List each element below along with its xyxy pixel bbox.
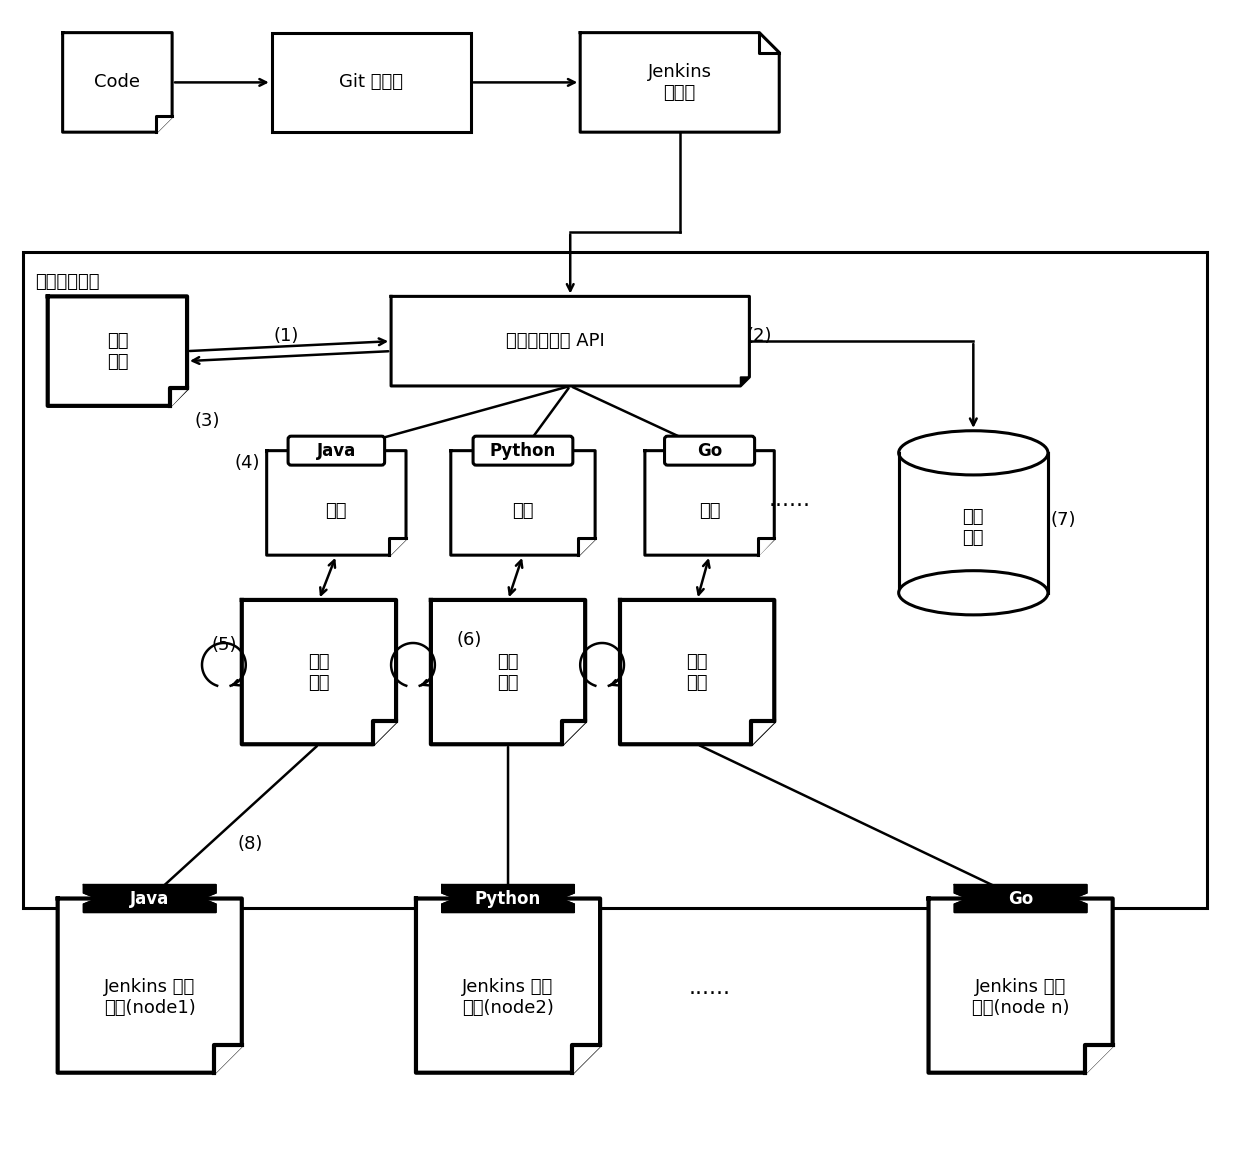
Text: (4): (4) <box>234 454 259 472</box>
Polygon shape <box>391 296 749 386</box>
Text: Python: Python <box>475 889 541 908</box>
Polygon shape <box>645 450 774 555</box>
Polygon shape <box>620 600 774 744</box>
Text: 任务: 任务 <box>699 502 720 520</box>
Text: (3): (3) <box>195 412 219 429</box>
Text: (8): (8) <box>237 835 263 853</box>
Polygon shape <box>451 450 595 555</box>
Text: Python: Python <box>490 442 556 460</box>
Polygon shape <box>170 388 187 406</box>
Text: (7): (7) <box>1050 512 1075 529</box>
Polygon shape <box>740 377 749 386</box>
Text: Java: Java <box>130 889 170 908</box>
Bar <box>272 33 471 132</box>
Polygon shape <box>373 721 396 744</box>
FancyBboxPatch shape <box>474 436 573 466</box>
Polygon shape <box>242 600 396 744</box>
Text: Jenkins 工作
节点(node n): Jenkins 工作 节点(node n) <box>972 978 1069 1017</box>
Text: 工作
节点: 工作 节点 <box>497 653 518 691</box>
Polygon shape <box>389 539 405 555</box>
Text: (6): (6) <box>456 630 481 649</box>
Polygon shape <box>578 539 595 555</box>
Text: Go: Go <box>697 442 722 460</box>
Text: 工作
节点: 工作 节点 <box>309 653 330 691</box>
Polygon shape <box>58 898 242 1073</box>
Polygon shape <box>267 450 405 555</box>
Polygon shape <box>1085 1044 1112 1073</box>
Polygon shape <box>580 33 779 132</box>
Text: 注册调度服务: 注册调度服务 <box>35 274 99 292</box>
Polygon shape <box>572 1044 600 1073</box>
Polygon shape <box>562 721 585 744</box>
Text: ......: ...... <box>688 978 730 998</box>
FancyBboxPatch shape <box>288 436 384 466</box>
Text: Java: Java <box>316 442 356 460</box>
Polygon shape <box>47 296 187 406</box>
Text: Code: Code <box>94 73 140 92</box>
Polygon shape <box>63 33 172 132</box>
Polygon shape <box>415 898 600 1073</box>
Text: (5): (5) <box>211 636 237 654</box>
Polygon shape <box>215 1044 242 1073</box>
Bar <box>22 252 1208 909</box>
Text: ......: ...... <box>769 490 810 510</box>
Ellipse shape <box>899 430 1048 475</box>
Polygon shape <box>156 116 172 132</box>
Text: Jenkins 工作
节点(node2): Jenkins 工作 节点(node2) <box>463 978 554 1017</box>
Polygon shape <box>758 539 774 555</box>
Polygon shape <box>430 600 585 744</box>
Polygon shape <box>441 884 574 913</box>
Text: (2): (2) <box>746 327 773 346</box>
Polygon shape <box>83 884 216 913</box>
Bar <box>899 453 1048 593</box>
Polygon shape <box>751 721 774 744</box>
Text: (1): (1) <box>274 327 299 346</box>
Text: 工作
节点: 工作 节点 <box>687 653 708 691</box>
Text: 任务: 任务 <box>326 502 347 520</box>
Text: 任务: 任务 <box>512 502 533 520</box>
Text: 注册
存储: 注册 存储 <box>962 508 985 547</box>
Text: Jenkins
主节点: Jenkins 主节点 <box>647 64 712 102</box>
Text: 注册调度服务 API: 注册调度服务 API <box>506 332 605 350</box>
Ellipse shape <box>899 570 1048 615</box>
Text: Go: Go <box>1008 889 1033 908</box>
Text: Jenkins 工作
节点(node1): Jenkins 工作 节点(node1) <box>104 978 196 1017</box>
Polygon shape <box>955 884 1087 913</box>
Text: Git 版本库: Git 版本库 <box>340 73 403 92</box>
Polygon shape <box>929 898 1112 1073</box>
Text: 策略
映射: 策略 映射 <box>107 332 128 370</box>
FancyBboxPatch shape <box>665 436 755 466</box>
